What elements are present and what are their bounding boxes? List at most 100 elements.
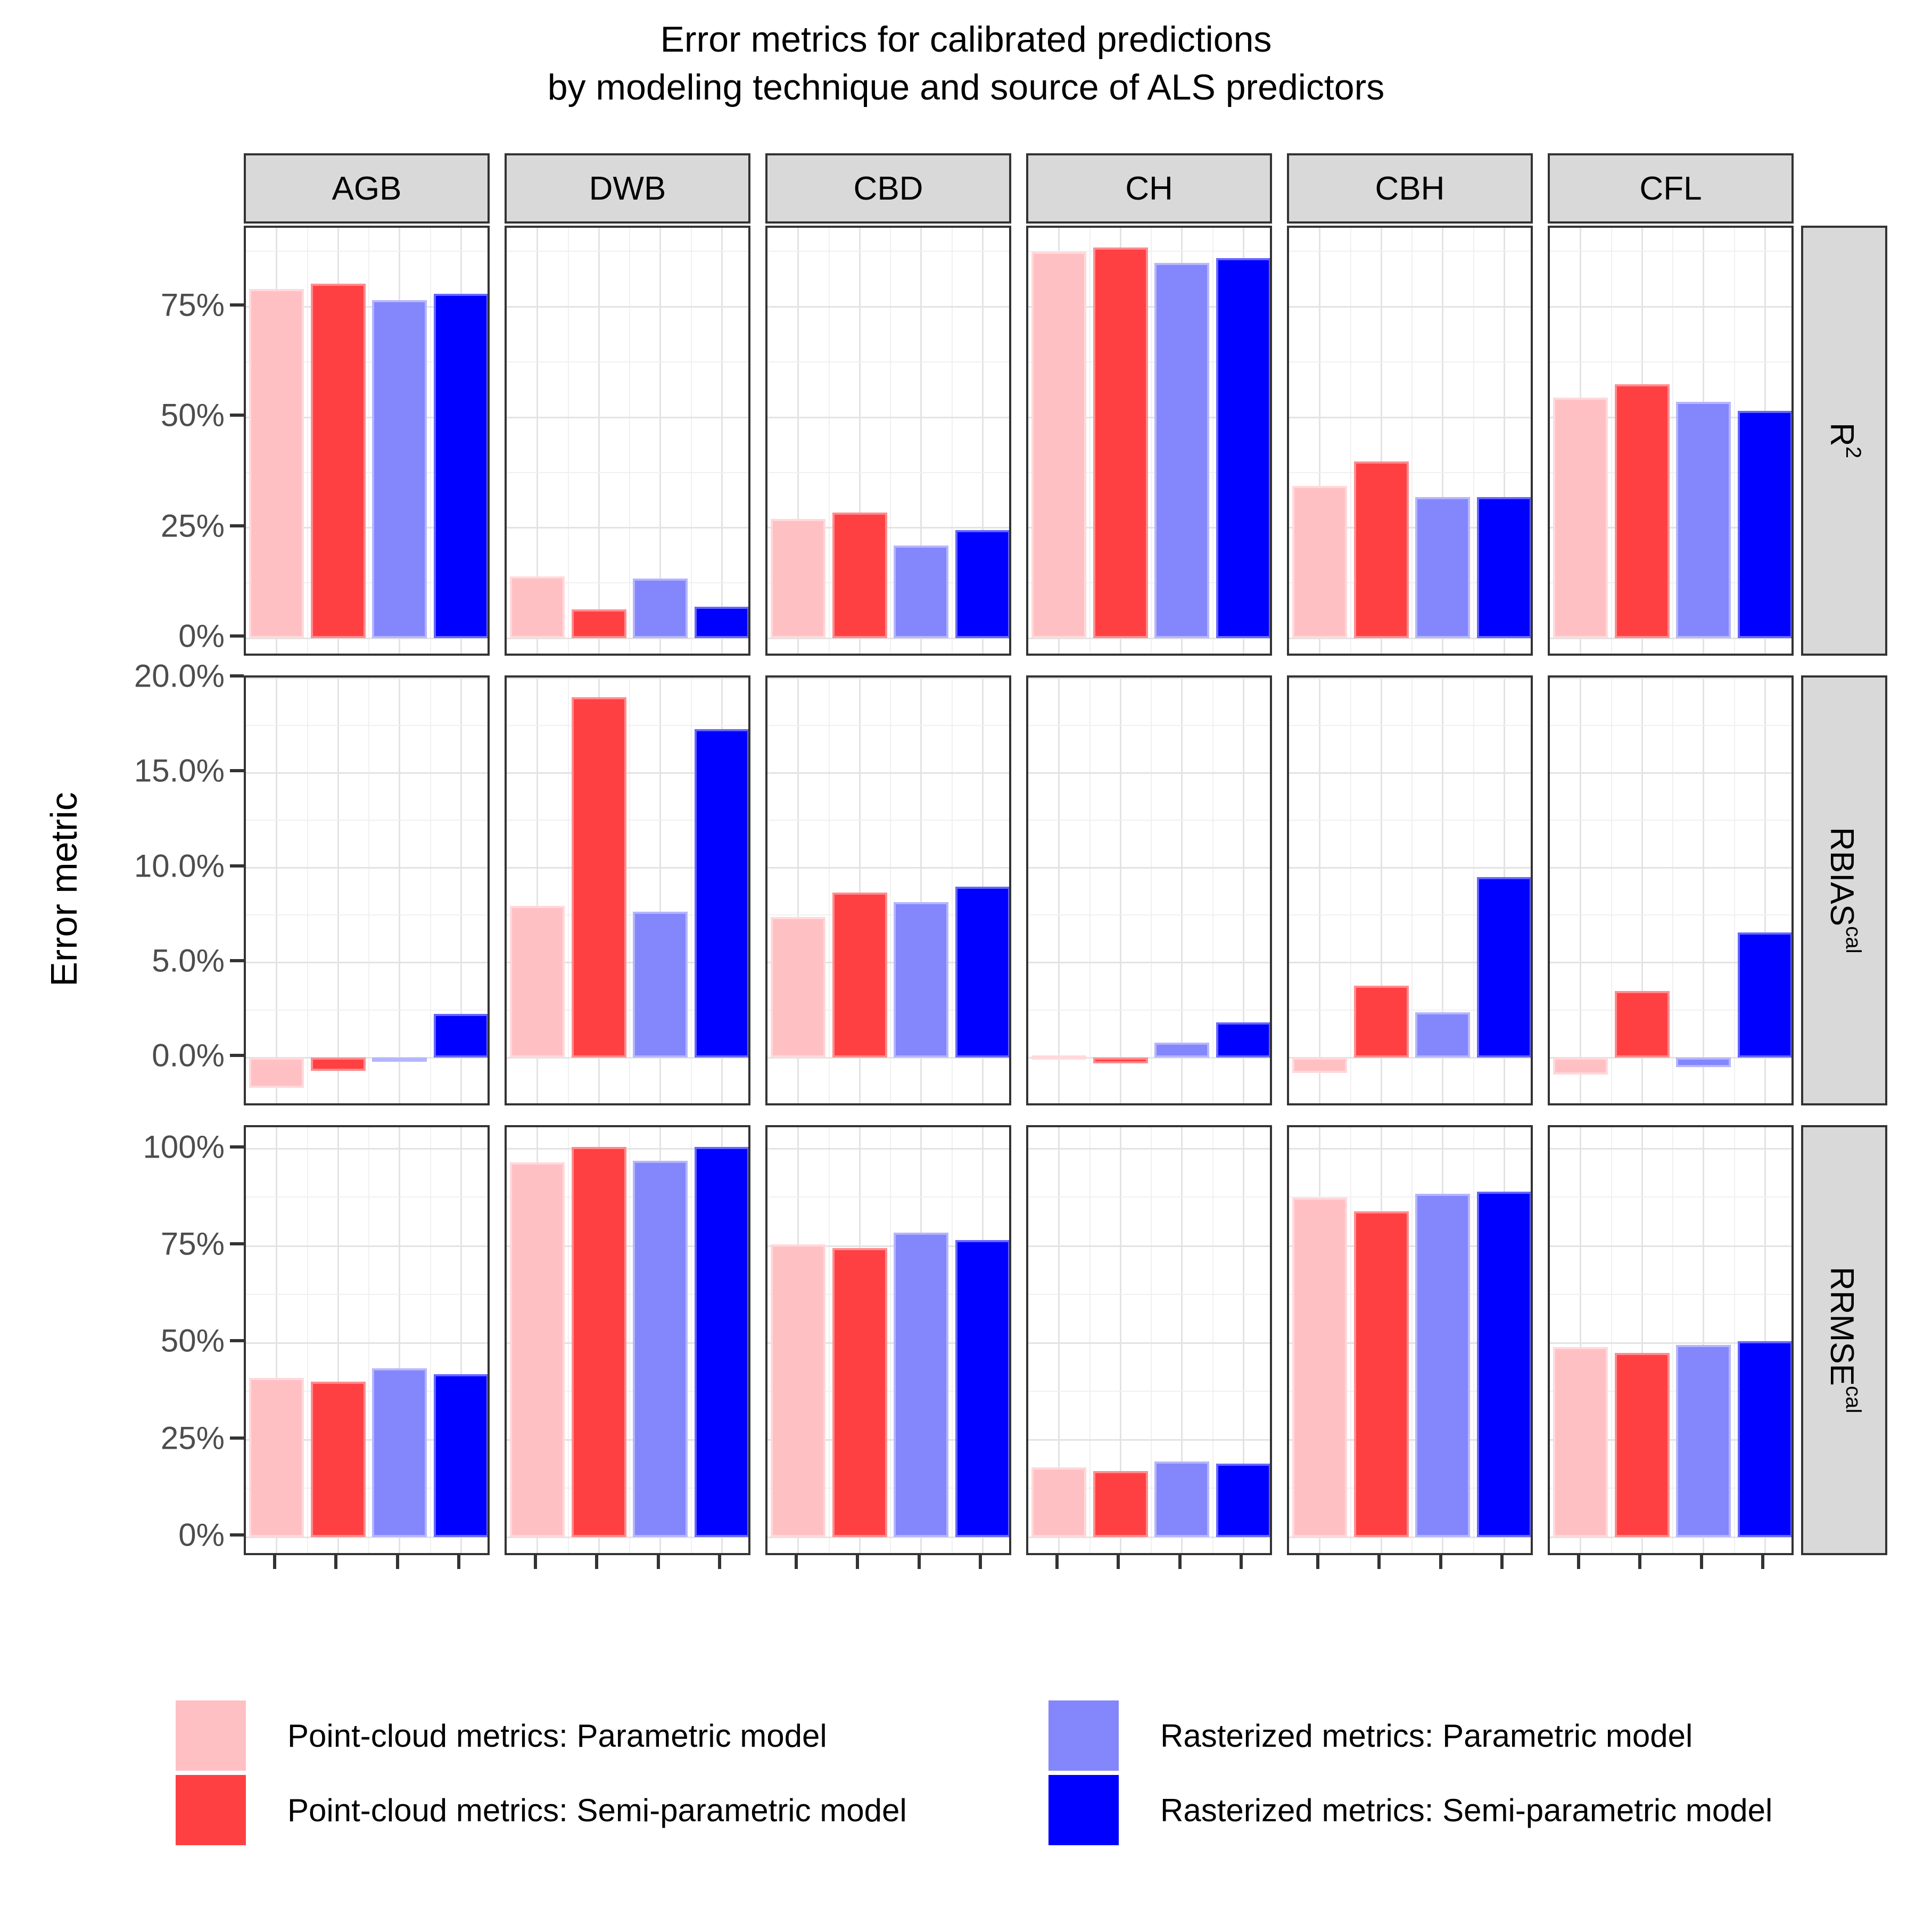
panel-cbd-r	[765, 226, 1011, 656]
x-axis-tick	[1377, 1555, 1381, 1569]
row-strip-label: RRMSEcal	[1823, 1267, 1865, 1414]
gridline-vertical-minor	[1611, 1127, 1612, 1553]
gridline-vertical-minor	[1473, 1127, 1474, 1553]
x-axis-tick	[533, 1555, 537, 1569]
bar-dwb-series2	[633, 1160, 688, 1538]
gridline-vertical-major	[659, 228, 662, 654]
gridline-horizontal-major	[1028, 527, 1270, 529]
panel-dwb-rrmse	[505, 1125, 750, 1555]
gridline-vertical-major	[1380, 678, 1382, 1103]
gridline-vertical-major	[337, 1127, 339, 1553]
bar-cbd-series3	[955, 887, 1009, 1058]
x-axis-tick	[1240, 1555, 1243, 1569]
gridline-horizontal-minor	[246, 1391, 488, 1392]
bar-cbh-series3	[1476, 497, 1531, 639]
gridline-vertical-minor	[951, 678, 953, 1103]
x-axis-tick	[1500, 1555, 1504, 1569]
y-axis-tick-label: 75%	[160, 287, 225, 323]
gridline-vertical-minor	[690, 1127, 692, 1553]
gridline-vertical-major	[1181, 1127, 1183, 1553]
gridline-horizontal-major	[767, 416, 1009, 418]
x-axis-tick	[1178, 1555, 1182, 1569]
gridline-vertical-major	[1442, 228, 1444, 654]
gridline-vertical-minor	[307, 1127, 308, 1553]
gridline-vertical-minor	[1611, 228, 1612, 654]
gridline-horizontal-minor	[246, 1104, 488, 1105]
gridline-vertical-minor	[567, 228, 569, 654]
bar-cbh-series3	[1476, 1192, 1531, 1538]
y-axis-tick-label: 0%	[178, 1517, 225, 1553]
y-axis-tick-label: 0.0%	[152, 1037, 225, 1073]
gridline-vertical-major	[721, 228, 723, 654]
x-axis-tick	[1699, 1555, 1703, 1569]
y-axis-tick-label: 25%	[160, 508, 225, 544]
gridline-horizontal-major	[507, 527, 748, 529]
gridline-horizontal-minor	[1289, 1196, 1531, 1198]
bar-agb-series0	[249, 1378, 304, 1538]
bar-cfl-series1	[1614, 1352, 1670, 1538]
gridline-horizontal-major	[507, 678, 748, 679]
facet-strip-cbd: CBD	[765, 153, 1011, 224]
gridline-vertical-minor	[828, 228, 830, 654]
y-axis-tick-label: 75%	[160, 1226, 225, 1262]
gridline-horizontal-minor	[1289, 914, 1531, 916]
panel-cbh-rbias	[1287, 675, 1533, 1105]
gridline-horizontal-minor	[1028, 251, 1270, 252]
bar-cfl-series2	[1676, 1058, 1731, 1068]
gridline-horizontal-major	[1550, 306, 1791, 308]
x-axis-tick	[1761, 1555, 1765, 1569]
gridline-horizontal-major	[507, 416, 748, 418]
gridline-vertical-major	[858, 228, 861, 654]
gridline-horizontal-major	[1550, 678, 1791, 679]
bar-cfl-series3	[1737, 410, 1791, 639]
y-axis-tick-label: 10.0%	[134, 848, 225, 884]
gridline-vertical-minor	[430, 228, 431, 654]
gridline-horizontal-major	[767, 962, 1009, 964]
gridline-horizontal-major	[1028, 1056, 1270, 1059]
y-axis-tick	[230, 769, 244, 773]
y-axis-tick	[230, 303, 244, 307]
gridline-horizontal-minor	[767, 1104, 1009, 1105]
gridline-horizontal-minor	[246, 361, 488, 362]
bar-cbd-series3	[955, 1240, 1009, 1538]
gridline-horizontal-minor	[1028, 361, 1270, 362]
gridline-horizontal-major	[767, 1245, 1009, 1247]
x-axis-tick	[656, 1555, 660, 1569]
gridline-vertical-minor	[567, 678, 569, 1103]
x-axis-tick	[457, 1555, 461, 1569]
panel-cbd-rrmse	[765, 1125, 1011, 1555]
gridline-vertical-minor	[1212, 678, 1213, 1103]
facet-strip-cfl: CFL	[1548, 153, 1794, 224]
gridline-horizontal-major	[1550, 1342, 1791, 1344]
bar-cbh-series1	[1353, 1211, 1409, 1538]
gridline-horizontal-minor	[246, 251, 488, 252]
y-axis-tick-label: 0%	[178, 618, 225, 654]
gridline-horizontal-minor	[507, 820, 748, 821]
row-strip-label: RBIAScal	[1823, 827, 1865, 954]
bar-ch-series3	[1216, 1022, 1270, 1058]
gridline-horizontal-minor	[507, 361, 748, 362]
bar-agb-series0	[249, 1058, 304, 1088]
row-strip-r: R2	[1801, 226, 1887, 656]
gridline-horizontal-minor	[507, 724, 748, 726]
gridline-vertical-major	[1181, 678, 1183, 1103]
gridline-vertical-minor	[690, 678, 692, 1103]
gridline-vertical-minor	[368, 228, 369, 654]
gridline-vertical-minor	[951, 1127, 953, 1553]
bar-dwb-series3	[694, 729, 748, 1058]
gridline-vertical-major	[1764, 678, 1766, 1103]
x-axis-tick	[1316, 1555, 1319, 1569]
bar-ch-series2	[1154, 1461, 1210, 1538]
row-strip-label: R2	[1823, 423, 1865, 459]
gridline-horizontal-major	[767, 867, 1009, 869]
gridline-horizontal-major	[767, 527, 1009, 529]
gridline-vertical-major	[1703, 1127, 1705, 1553]
gridline-horizontal-major	[507, 1439, 748, 1441]
panel-ch-rrmse	[1026, 1125, 1272, 1555]
gridline-horizontal-major	[507, 1342, 748, 1344]
row-strip-rbias: RBIAScal	[1801, 675, 1887, 1105]
gridline-horizontal-major	[1289, 1536, 1531, 1538]
gridline-vertical-minor	[1089, 228, 1091, 654]
gridline-horizontal-major	[1550, 1536, 1791, 1538]
gridline-vertical-major	[1119, 1127, 1121, 1553]
